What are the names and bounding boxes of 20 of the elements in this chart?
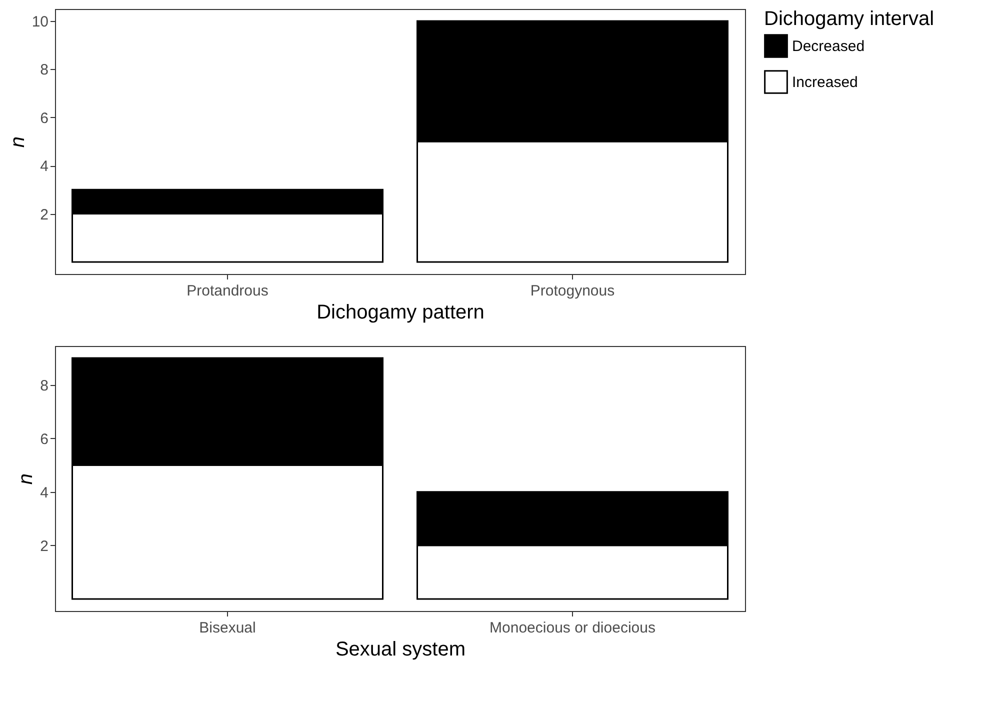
legend-label: Decreased xyxy=(792,38,865,55)
y-tick-label: 6 xyxy=(40,430,48,448)
x-axis-title: Dichogamy pattern xyxy=(316,302,484,324)
x-tick-label: Protogynous xyxy=(530,282,615,300)
y-tick-label: 10 xyxy=(32,14,48,31)
y-tick-label: 6 xyxy=(40,110,48,127)
y-tick-label: 2 xyxy=(40,538,48,555)
x-tick-label: Bisexual xyxy=(199,620,256,636)
y-tick-label: 4 xyxy=(40,158,48,176)
y-tick-label: 2 xyxy=(40,206,48,224)
x-tick-label: Protandrous xyxy=(186,282,268,300)
y-tick-label: 8 xyxy=(40,377,48,394)
legend-label: Increased xyxy=(792,74,858,91)
y-axis-title: n xyxy=(15,473,38,485)
y-tick-label: 8 xyxy=(40,62,48,79)
y-axis-title: n xyxy=(6,136,29,148)
x-tick-label: Monoecious or dioecious xyxy=(490,620,656,636)
x-axis-title: Sexual system xyxy=(335,638,466,660)
legend-title: Dichogamy interval xyxy=(764,8,934,30)
y-tick-label: 4 xyxy=(40,484,48,502)
